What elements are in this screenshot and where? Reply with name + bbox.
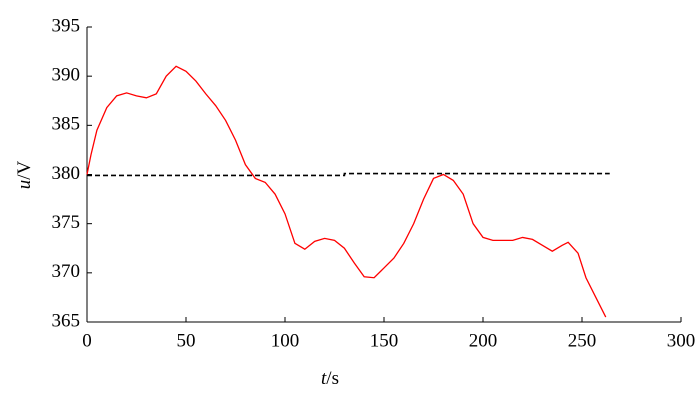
data-line: [86, 65, 607, 318]
x-label-unit: /s: [326, 368, 339, 389]
x-tick-label: 200: [469, 330, 498, 351]
x-label-var: t: [321, 368, 327, 389]
x-tick-label: 300: [667, 330, 696, 351]
x-tick-label: 50: [177, 330, 196, 351]
y-tick-label: 365: [52, 310, 81, 331]
y-tick-label: 395: [52, 15, 81, 36]
y-tick-label: 370: [52, 261, 81, 282]
y-label-var: u: [14, 180, 35, 190]
y-tick-label: 390: [52, 65, 81, 86]
reference-line: [87, 172, 610, 177]
x-tick-label: 250: [568, 330, 597, 351]
x-tick-label: 150: [370, 330, 399, 351]
x-tick-label: 0: [82, 330, 92, 351]
y-tick-label: 385: [52, 114, 81, 135]
y-label-unit: /V: [14, 160, 35, 179]
x-axis-label: t/s: [321, 368, 339, 389]
y-axis-label: u/V: [14, 160, 35, 189]
x-tick-label: 100: [271, 330, 300, 351]
y-tick-label: 380: [52, 163, 81, 184]
y-tick-label: 375: [52, 212, 81, 233]
